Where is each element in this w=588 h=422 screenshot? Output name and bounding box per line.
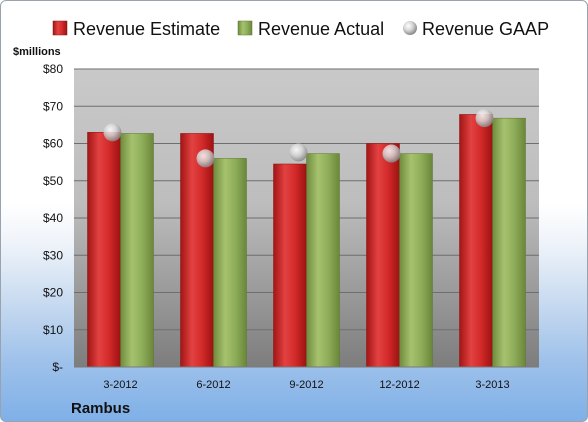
bar-revenue-actual: [306, 153, 340, 368]
y-tick-label: $40: [43, 211, 63, 225]
y-tick-label: $70: [43, 99, 63, 113]
y-tick-label: $10: [43, 323, 63, 337]
x-tick-label: 12-2012: [379, 379, 419, 391]
legend-swatch-revenue-estimate: [52, 20, 68, 36]
legend-label-revenue-gaap: Revenue GAAP: [422, 19, 549, 39]
y-tick-label: $80: [43, 62, 63, 76]
bar-revenue-actual: [399, 153, 433, 368]
x-tick-label: 6-2012: [196, 379, 230, 391]
y-tick-label: $50: [43, 174, 63, 188]
marker-revenue-gaap: [475, 109, 494, 128]
legend-marker-revenue-gaap: [403, 21, 417, 35]
y-axis-unit-label: $millions: [13, 46, 61, 58]
bar-revenue-estimate: [87, 132, 121, 368]
legend-label-revenue-actual: Revenue Actual: [258, 19, 384, 39]
legend-swatch-revenue-actual: [237, 20, 253, 36]
legend-label-revenue-estimate: Revenue Estimate: [73, 19, 220, 39]
y-tick-label: $-: [52, 360, 63, 374]
company-name: Rambus: [71, 400, 130, 417]
x-axis-ticks: 3-2012 6-2012 9-2012 12-2012 3-2013: [103, 379, 509, 391]
bar-revenue-actual: [213, 158, 247, 368]
bar-revenue-actual: [120, 133, 154, 368]
bar-revenue-estimate: [366, 143, 400, 368]
y-tick-label: $20: [43, 286, 63, 300]
marker-revenue-gaap: [289, 143, 308, 162]
bar-series: [87, 114, 526, 368]
x-tick-label: 9-2012: [289, 379, 323, 391]
marker-revenue-gaap: [382, 144, 401, 163]
gaap-markers: [103, 109, 494, 168]
y-tick-label: $30: [43, 248, 63, 262]
bar-revenue-estimate: [273, 163, 307, 368]
bar-revenue-estimate: [459, 114, 493, 368]
marker-revenue-gaap: [196, 149, 215, 168]
chart-legend: Revenue Estimate Revenue Actual Revenue …: [52, 19, 549, 39]
y-tick-label: $60: [43, 137, 63, 151]
marker-revenue-gaap: [103, 123, 122, 142]
bar-revenue-actual: [492, 117, 526, 368]
x-tick-label: 3-2013: [475, 379, 509, 391]
y-axis-ticks: $- $10 $20 $30 $40 $50 $60 $70 $80: [43, 62, 63, 374]
bar-revenue-estimate: [180, 133, 214, 368]
x-tick-label: 3-2012: [103, 379, 137, 391]
